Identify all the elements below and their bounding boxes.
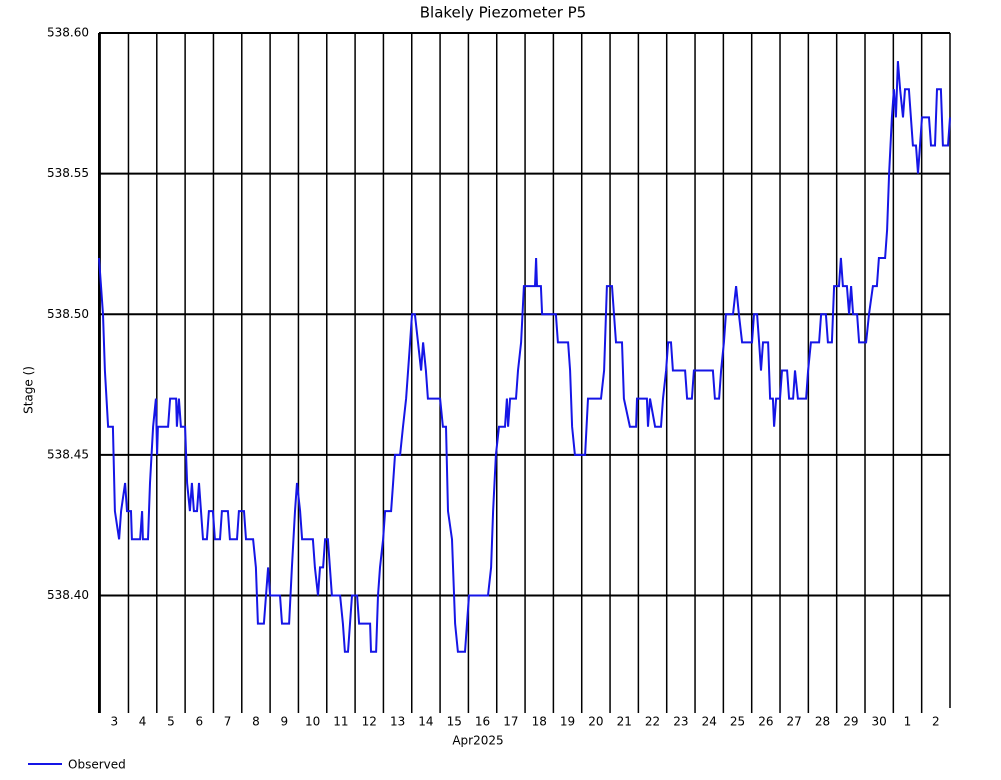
x-tick-label: 19 — [560, 715, 575, 729]
x-tick-label: 6 — [195, 715, 203, 729]
x-tick-label: 17 — [503, 715, 518, 729]
y-tick-label: 538.60 — [47, 26, 89, 40]
x-tick-label: 8 — [252, 715, 260, 729]
x-tick-label: 22 — [645, 715, 660, 729]
x-tick-label: 1 — [904, 715, 912, 729]
x-tick-label: 25 — [730, 715, 745, 729]
x-tick-label: 26 — [758, 715, 773, 729]
x-tick-label: 23 — [673, 715, 688, 729]
x-tick-label: 13 — [390, 715, 405, 729]
x-tick-label: 24 — [702, 715, 717, 729]
x-tick-label: 12 — [362, 715, 377, 729]
x-tick-label: 9 — [280, 715, 288, 729]
x-tick-label: 20 — [588, 715, 603, 729]
x-tick-label: 2 — [932, 715, 940, 729]
x-tick-label: 16 — [475, 715, 490, 729]
x-tick-label: 10 — [305, 715, 320, 729]
x-tick-label: 30 — [872, 715, 887, 729]
x-tick-label: 5 — [167, 715, 175, 729]
x-tick-label: 14 — [418, 715, 433, 729]
chart-title: Blakely Piezometer P5 — [420, 4, 586, 22]
x-tick-label: 11 — [333, 715, 348, 729]
x-tick-label: 27 — [787, 715, 802, 729]
x-tick-label: 21 — [617, 715, 632, 729]
y-tick-label: 538.45 — [47, 447, 89, 461]
x-tick-label: 7 — [224, 715, 232, 729]
y-tick-label: 538.40 — [47, 588, 89, 602]
y-tick-label: 538.50 — [47, 307, 89, 321]
x-tick-label: 15 — [447, 715, 462, 729]
x-tick-label: 4 — [139, 715, 147, 729]
x-axis-label: Apr2025 — [452, 734, 503, 748]
x-tick-label: 3 — [110, 715, 118, 729]
legend-label: Observed — [68, 758, 126, 772]
x-tick-label: 18 — [532, 715, 547, 729]
y-axis-label: Stage () — [22, 366, 36, 414]
y-tick-label: 538.55 — [47, 166, 89, 180]
x-tick-label: 29 — [843, 715, 858, 729]
x-tick-label: 28 — [815, 715, 830, 729]
data-line — [98, 61, 951, 653]
